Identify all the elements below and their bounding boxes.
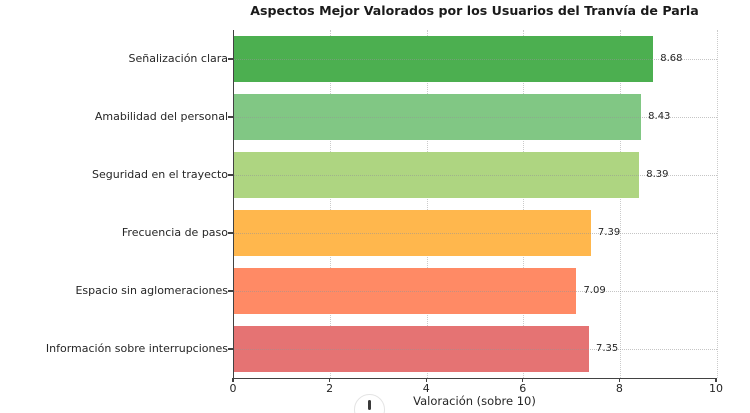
bar-value-label: 8.68 bbox=[660, 53, 683, 64]
x-tick-label: 4 bbox=[422, 382, 430, 395]
y-axis-label: Espacio sin aglomeraciones bbox=[75, 284, 228, 297]
y-axis-label: Amabilidad del personal bbox=[94, 110, 228, 123]
bar-value-label: 8.43 bbox=[648, 111, 671, 122]
h-gridline bbox=[234, 232, 717, 234]
y-tick-mark bbox=[228, 232, 233, 234]
bar-value-label: 7.09 bbox=[583, 285, 606, 296]
h-gridline bbox=[234, 290, 717, 292]
y-tick-mark bbox=[228, 174, 233, 176]
v-gridline bbox=[523, 30, 525, 378]
v-gridline bbox=[619, 30, 621, 378]
x-tick-label: 8 bbox=[615, 382, 623, 395]
y-tick-mark bbox=[228, 290, 233, 292]
x-axis-label: Valoración (sobre 10) bbox=[413, 394, 536, 408]
v-gridline bbox=[330, 30, 332, 378]
y-axis-label: Frecuencia de paso bbox=[121, 226, 228, 239]
y-axis-label: Información sobre interrupciones bbox=[45, 342, 228, 355]
y-tick-mark bbox=[228, 348, 233, 350]
bar-value-label: 8.39 bbox=[646, 169, 669, 180]
clipped-circle-bar-icon bbox=[368, 400, 371, 410]
chart-title: Aspectos Mejor Valorados por los Usuario… bbox=[250, 3, 699, 18]
x-tick-mark bbox=[715, 378, 717, 382]
y-tick-mark bbox=[228, 58, 233, 60]
x-tick-label: 10 bbox=[709, 382, 723, 395]
v-gridline bbox=[716, 30, 718, 378]
y-axis-label: Seguridad en el trayecto bbox=[92, 168, 228, 181]
v-gridline bbox=[426, 30, 428, 378]
x-tick-mark bbox=[522, 378, 524, 382]
y-axis-label: Señalización clara bbox=[128, 52, 229, 65]
y-tick-mark bbox=[228, 116, 233, 118]
x-tick-label: 0 bbox=[229, 382, 237, 395]
x-tick-label: 2 bbox=[326, 382, 334, 395]
plot-area: 8.68 8.43 8.39 7.39 7.09 7.35 bbox=[233, 30, 718, 379]
x-tick-mark bbox=[425, 378, 427, 382]
bar-value-label: 7.39 bbox=[597, 227, 621, 238]
x-tick-mark bbox=[328, 378, 331, 382]
h-gridline bbox=[234, 116, 717, 118]
h-gridline bbox=[234, 174, 717, 176]
bar-value-label: 7.35 bbox=[596, 343, 619, 354]
h-gridline bbox=[234, 58, 717, 60]
x-tick-mark bbox=[618, 378, 621, 382]
x-tick-mark bbox=[232, 378, 234, 382]
x-tick-label: 6 bbox=[519, 382, 527, 395]
h-gridline bbox=[234, 348, 717, 350]
